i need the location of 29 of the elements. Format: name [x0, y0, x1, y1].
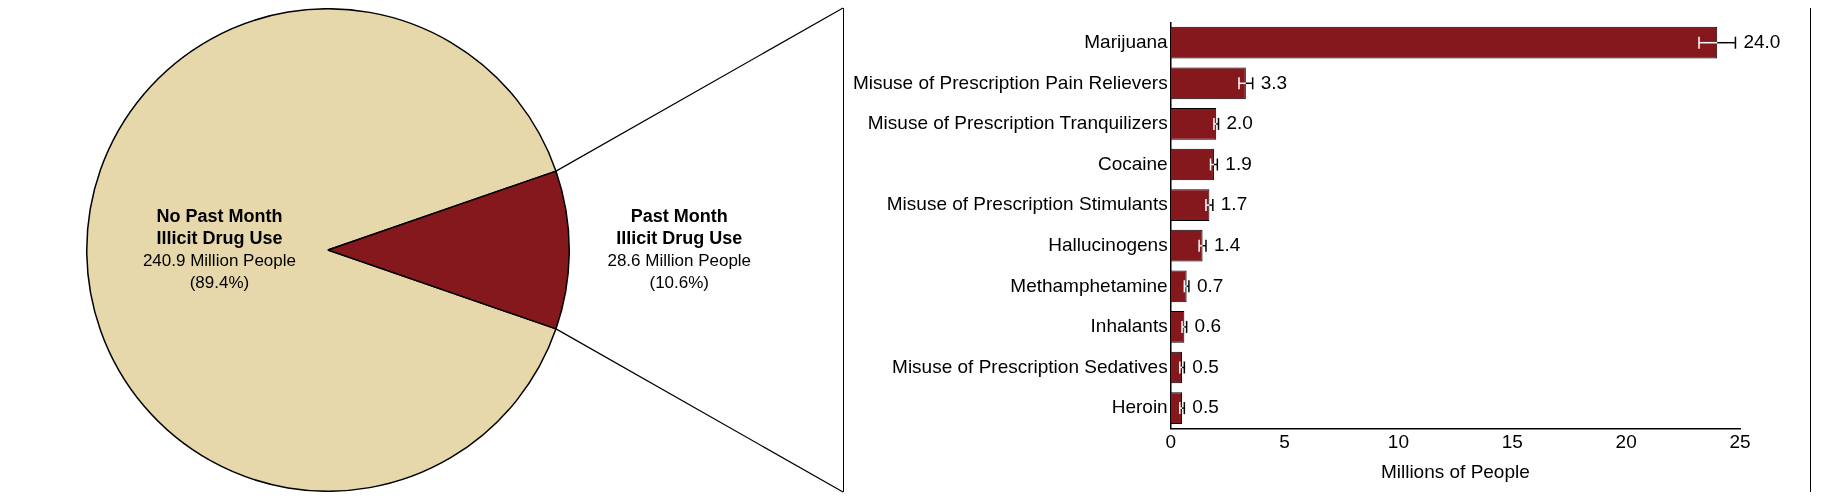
y-tick-label: Inhalants: [1090, 315, 1168, 337]
y-tick-label: Marijuana: [1084, 30, 1169, 52]
x-tick-label: 0: [1165, 431, 1176, 453]
x-tick-label: 10: [1387, 431, 1409, 453]
x-tick-label: 15: [1501, 431, 1523, 453]
data-label: 0.6: [1194, 315, 1222, 337]
y-tick-label: Misuse of Prescription Sedatives: [892, 355, 1168, 377]
data-label: 24.0: [1743, 30, 1781, 52]
data-label: 2.0: [1226, 112, 1253, 134]
x-tick-label: 25: [1729, 431, 1751, 453]
data-label: 0.5: [1192, 355, 1219, 377]
data-label: 1.7: [1220, 193, 1248, 215]
data-label: 1.9: [1225, 152, 1252, 174]
data-label: 0.5: [1192, 396, 1219, 418]
y-tick-label: Methamphetamine: [1010, 274, 1168, 296]
data-label: 0.7: [1196, 274, 1224, 296]
y-tick-label: Hallucinogens: [1048, 233, 1168, 255]
slice-label: No Past Month Illicit Drug Use: [156, 205, 283, 248]
y-tick-label: Heroin: [1111, 396, 1168, 418]
y-tick-label: Misuse of Prescription Stimulants: [886, 193, 1168, 215]
data-label: 3.3: [1260, 71, 1288, 93]
y-tick-label: Cocaine: [1097, 152, 1168, 174]
y-tick-label: Misuse of Prescription Tranquilizers: [867, 112, 1168, 134]
x-tick-label: 20: [1615, 431, 1637, 453]
data-label: 1.4: [1213, 233, 1241, 255]
x-tick-label: 5: [1279, 431, 1290, 453]
data-label: 240.9 Million People (89.4%): [142, 250, 296, 292]
y-tick-label: Misuse of Prescription Pain Relievers: [852, 71, 1168, 93]
x-axis-title: Millions of People: [1380, 460, 1530, 482]
